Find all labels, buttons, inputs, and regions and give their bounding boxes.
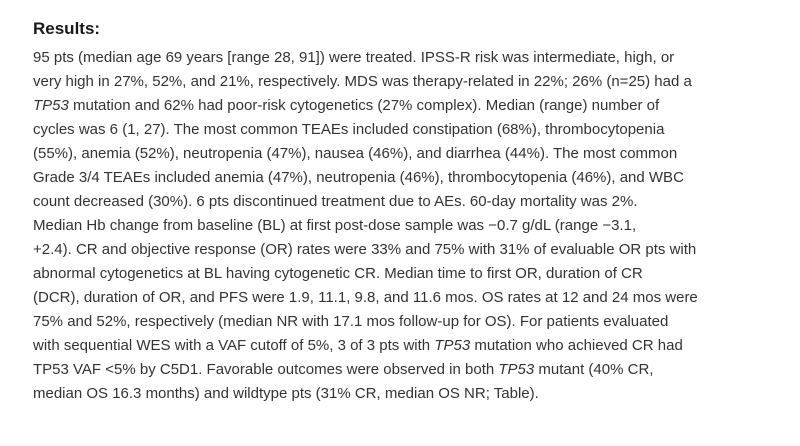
text-segment: +2.4). CR and objective response (OR) ra… bbox=[33, 241, 697, 258]
text-segment: Median Hb change from baseline (BL) at f… bbox=[33, 217, 637, 234]
text-line: median OS 16.3 months) and wildtype pts … bbox=[33, 382, 778, 406]
text-segment: median OS 16.3 months) and wildtype pts … bbox=[33, 385, 539, 402]
gene-name-italic: TP53 bbox=[498, 361, 535, 378]
text-segment: (55%), anemia (52%), neutropenia (47%), … bbox=[33, 145, 678, 162]
text-line: (55%), anemia (52%), neutropenia (47%), … bbox=[33, 142, 778, 166]
text-line: +2.4). CR and objective response (OR) ra… bbox=[33, 238, 778, 262]
text-segment: mutation and 62% had poor-risk cytogenet… bbox=[68, 97, 660, 114]
text-segment: 95 pts (median age 69 years [range 28, 9… bbox=[33, 49, 675, 66]
text-segment: cycles was 6 (1, 27). The most common TE… bbox=[33, 121, 665, 138]
text-line: count decreased (30%). 6 pts discontinue… bbox=[33, 190, 778, 214]
results-section: Results: 95 pts (median age 69 years [ra… bbox=[33, 18, 778, 406]
gene-name-italic: TP53 bbox=[33, 97, 69, 114]
text-segment: abnormal cytogenetics at BL having cytog… bbox=[33, 265, 643, 282]
text-segment: with sequential WES with a VAF cutoff of… bbox=[33, 337, 435, 354]
text-segment: TP53 VAF <5% by C5D1. Favorable outcomes… bbox=[33, 361, 499, 378]
text-segment: mutation who achieved CR had bbox=[470, 337, 683, 354]
text-line: cycles was 6 (1, 27). The most common TE… bbox=[33, 118, 778, 142]
text-segment: Grade 3/4 TEAEs included anemia (47%), n… bbox=[33, 169, 684, 186]
text-segment: count decreased (30%). 6 pts discontinue… bbox=[33, 193, 638, 210]
text-line: 75% and 52%, respectively (median NR wit… bbox=[33, 310, 778, 334]
text-line: TP53 mutation and 62% had poor-risk cyto… bbox=[33, 94, 778, 118]
text-segment: (DCR), duration of OR, and PFS were 1.9,… bbox=[33, 289, 698, 306]
text-line: TP53 VAF <5% by C5D1. Favorable outcomes… bbox=[33, 358, 778, 382]
text-segment: mutant (40% CR, bbox=[534, 361, 654, 378]
text-line: (DCR), duration of OR, and PFS were 1.9,… bbox=[33, 286, 778, 310]
section-heading: Results: bbox=[33, 19, 101, 38]
text-line: abnormal cytogenetics at BL having cytog… bbox=[33, 262, 778, 286]
text-line: very high in 27%, 52%, and 21%, respecti… bbox=[33, 70, 778, 94]
text-line: Grade 3/4 TEAEs included anemia (47%), n… bbox=[33, 166, 778, 190]
text-segment: very high in 27%, 52%, and 21%, respecti… bbox=[33, 73, 692, 90]
text-line: 95 pts (median age 69 years [range 28, 9… bbox=[33, 46, 778, 70]
results-paragraph: 95 pts (median age 69 years [range 28, 9… bbox=[33, 46, 778, 406]
text-line: Median Hb change from baseline (BL) at f… bbox=[33, 214, 778, 238]
text-segment: 75% and 52%, respectively (median NR wit… bbox=[33, 313, 669, 330]
text-line: with sequential WES with a VAF cutoff of… bbox=[33, 334, 778, 358]
gene-name-italic: TP53 bbox=[434, 337, 471, 354]
